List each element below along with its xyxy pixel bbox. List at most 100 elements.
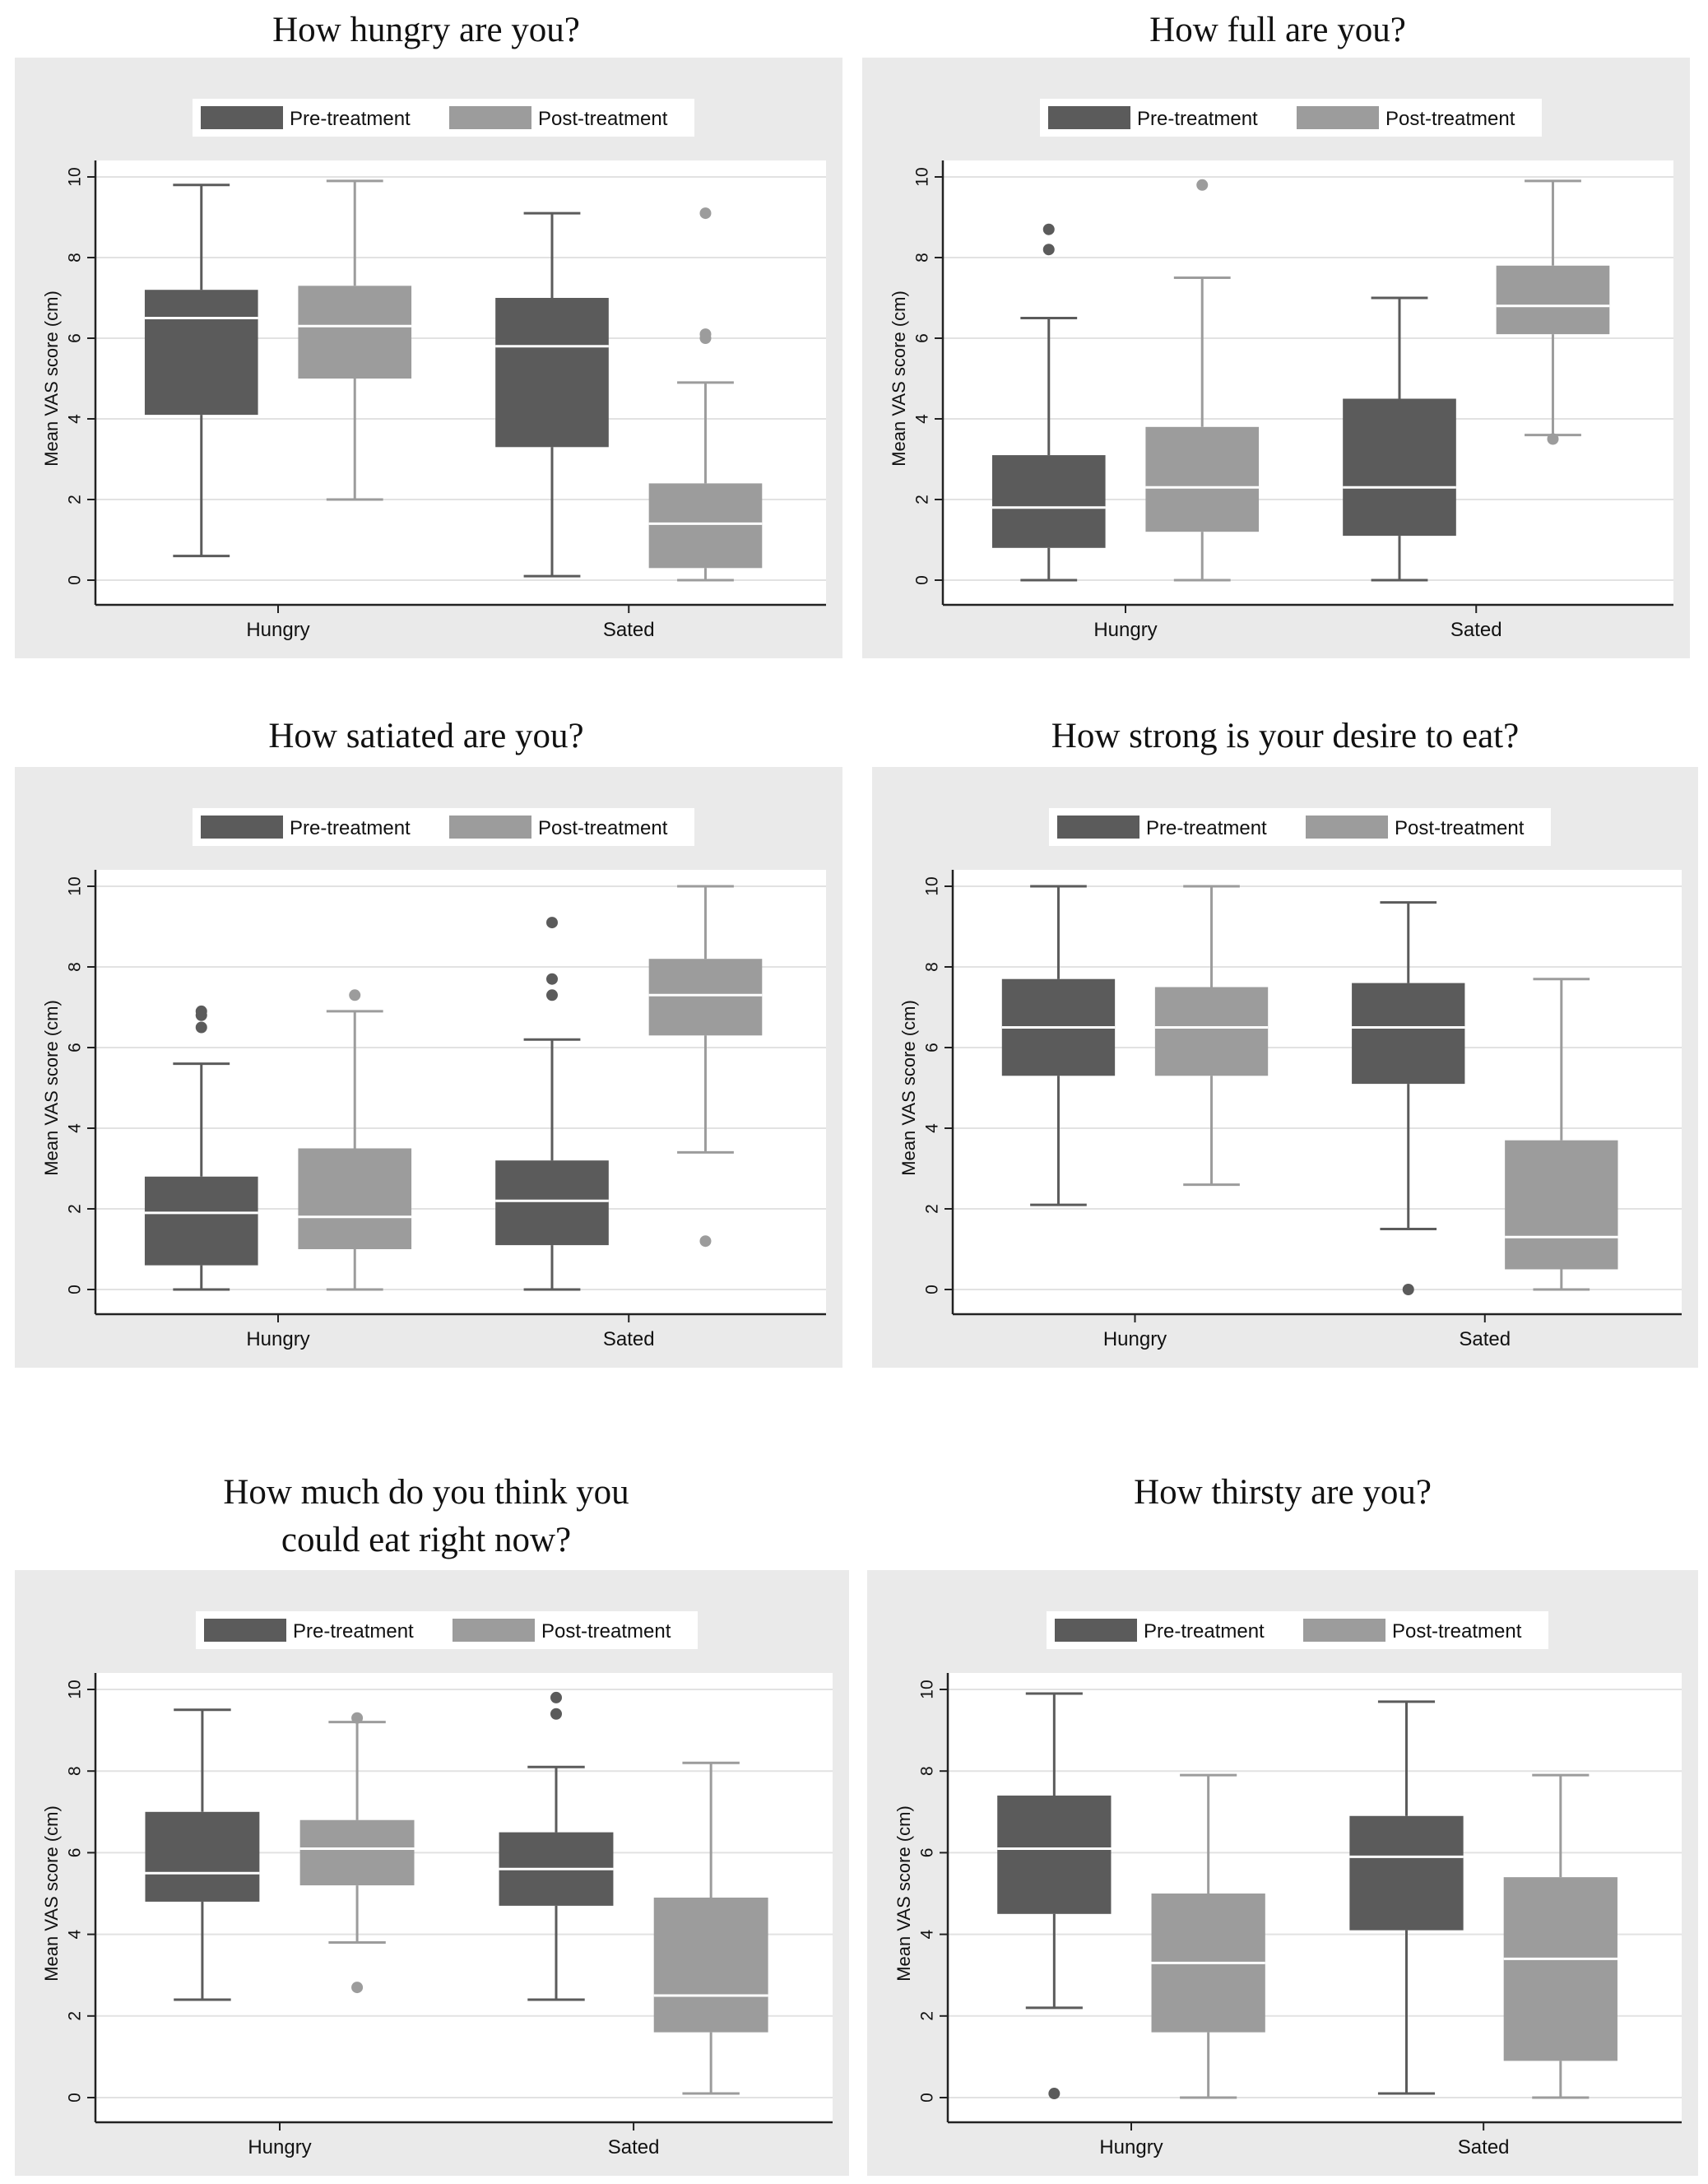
chart-1-ytick-label: 0 [66,575,85,585]
chart-2-ytick-label: 0 [913,575,932,585]
chart-5-legend-pre-swatch [204,1619,286,1642]
chart-3-sated-pre-boxplot [495,917,609,1291]
chart-2-hungry-pre-outlier [1042,223,1055,235]
chart-3-hungry-pre-outlier [195,1005,207,1017]
chart-5-legend-post-label: Post-treatment [541,1620,671,1643]
chart-1-title: How hungry are you? [272,11,580,49]
chart-4-hungry-pre-boxplot [1001,885,1116,1206]
chart-6-sated-post-boxplot [1503,1773,1617,2099]
chart-5-title-line2: could eat right now? [281,1521,572,1559]
chart-2-sated-pre-boxplot [1343,296,1456,582]
chart-2-hungry-pre-box [991,455,1106,548]
chart-4-legend-pre-label: Pre-treatment [1146,817,1267,839]
chart-6-hungry-pre-outlier [1048,2088,1061,2100]
chart-2-ytick-label: 8 [913,253,932,263]
chart-4-ytick-label: 4 [923,1123,942,1133]
chart-2-panel: Pre-treatment Post-treatment 0 2 4 6 8 10 Mean V… [862,58,1690,658]
chart-2-legend-post-swatch [1297,106,1379,129]
chart-3-category-label-hungry: Hungry [246,1328,309,1350]
chart-3-sated-post-boxplot [648,885,763,1248]
chart-1-ytick-label: 2 [66,495,85,504]
chart-5-category-label-sated: Sated [608,2136,660,2158]
chart-3-ytick-label: 0 [66,1285,85,1294]
chart-1-legend-pre-swatch [201,106,283,129]
chart-2-hungry-post-box [1145,426,1260,532]
chart-3-hungry-post-boxplot [298,989,412,1291]
chart-4-legend-post-swatch [1306,816,1388,839]
chart-2-ytick-label: 4 [913,414,932,424]
chart-6-sated-pre-boxplot [1349,1700,1464,2095]
chart-6-legend-post-swatch [1303,1619,1385,1642]
chart-3-ytick-label: 6 [66,1043,85,1053]
chart-3-sated-pre-outlier [546,973,558,985]
chart-6-ytick-label: 2 [918,2011,937,2021]
chart-3-category-label-sated: Sated [603,1328,655,1350]
chart-2-ytick-label: 2 [913,495,932,504]
chart-4-sated-post-box [1505,1140,1618,1270]
chart-3-sated-post-box [648,959,763,1036]
chart-5-hungry-post-box [299,1819,415,1886]
chart-4-sated-pre-box [1352,983,1465,1085]
chart-2-sated-post-boxplot [1496,179,1610,445]
chart-1-ytick-label: 4 [66,414,85,424]
chart-6-legend-pre-label: Pre-treatment [1144,1620,1265,1643]
chart-5-sated-pre-outlier [550,1708,562,1720]
chart-3-hungry-pre-outlier [195,1021,207,1034]
chart-6-ytick-label: 10 [918,1680,937,1698]
chart-1-svg: Pre-treatment Post-treatment 0 2 4 6 8 10 Mean V… [41,99,826,641]
chart-4-ytick-label: 0 [923,1285,942,1294]
chart-3-legend-pre-swatch [201,816,283,839]
chart-3-hungry-pre-boxplot [144,1005,258,1291]
chart-5-title: How much do you think you could eat righ… [15,1469,838,1564]
chart-4-hungry-post-boxplot [1154,885,1269,1187]
chart-4-ytick-label: 8 [923,962,942,972]
chart-2-svg: Pre-treatment Post-treatment 0 2 4 6 8 10 Mean V… [889,99,1673,641]
chart-6-panel: Pre-treatment Post-treatment 0 2 4 6 8 10 Mean V… [867,1570,1698,2176]
chart-2-ytick-label: 6 [913,333,932,343]
chart-1-category-label-sated: Sated [603,619,655,641]
chart-6-category-label-sated: Sated [1458,2136,1510,2158]
chart-6-legend-post-label: Post-treatment [1392,1620,1522,1643]
chart-5-hungry-post-boxplot [299,1712,415,1994]
chart-6-legend-pre-swatch [1055,1619,1137,1642]
chart-1-sated-post-outlier [699,328,712,341]
chart-2-category-label-hungry: Hungry [1093,619,1157,641]
chart-2-sated-post-box [1496,265,1610,335]
chart-4-legend-post-label: Post-treatment [1395,817,1525,839]
chart-4-ytick-label: 2 [923,1204,942,1214]
chart-5-legend-pre-label: Pre-treatment [293,1620,414,1643]
chart-2-ytick-label: 10 [913,167,932,186]
chart-2-sated-pre-box [1343,398,1456,537]
chart-3-sated-pre-outlier [546,917,558,929]
chart-5-legend-post-swatch [453,1619,535,1642]
chart-1-sated-post-boxplot [648,207,763,582]
chart-5-hungry-post-outlier [351,1712,364,1724]
chart-3-hungry-pre-box [144,1176,258,1266]
chart-2-ylabel: Mean VAS score (cm) [889,290,909,467]
chart-2-sated-post-outlier [1547,433,1559,445]
chart-1-ytick-label: 8 [66,253,85,263]
chart-4-ylabel: Mean VAS score (cm) [898,1000,919,1176]
chart-2-hungry-pre-outlier [1042,244,1055,256]
chart-3-hungry-post-box [298,1148,412,1249]
chart-5-sated-pre-boxplot [499,1691,614,2001]
chart-3-hungry-post-outlier [349,989,361,1001]
chart-5-ytick-label: 0 [66,2093,85,2103]
chart-4-legend-pre-swatch [1057,816,1139,839]
chart-4-sated-pre-boxplot [1352,901,1465,1295]
chart-1-legend-post-label: Post-treatment [538,108,668,130]
chart-5-sated-post-box [653,1897,768,2033]
chart-1-category-label-hungry: Hungry [246,619,309,641]
chart-6-sated-post-box [1503,1877,1617,2061]
chart-6-hungry-post-boxplot [1151,1773,1265,2099]
chart-1-hungry-post-boxplot [298,179,412,501]
chart-1-sated-pre-box [495,298,609,448]
chart-1-ytick-label: 10 [66,167,85,186]
chart-3-legend-post-swatch [449,816,531,839]
chart-6-svg: Pre-treatment Post-treatment 0 2 4 6 8 10 Mean V… [893,1611,1682,2158]
chart-5-ytick-label: 10 [66,1680,85,1698]
chart-5-ylabel: Mean VAS score (cm) [41,1805,62,1982]
chart-3-sated-post-outlier [699,1235,712,1248]
chart-1-legend-post-swatch [449,106,531,129]
chart-5-panel: Pre-treatment Post-treatment 0 2 4 6 8 10 Mean V… [15,1570,849,2176]
